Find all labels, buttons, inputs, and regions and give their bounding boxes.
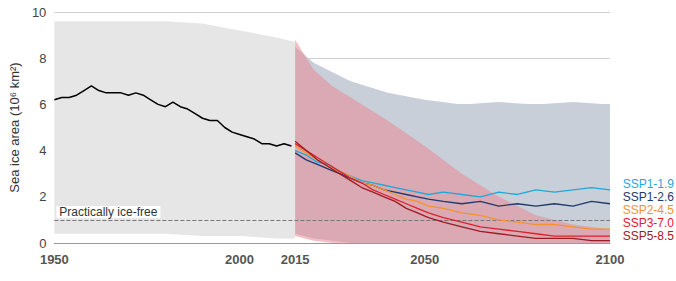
svg-text:2000: 2000	[225, 252, 254, 267]
svg-text:10: 10	[32, 5, 46, 20]
svg-text:4: 4	[39, 143, 46, 158]
svg-text:Practically ice-free: Practically ice-free	[59, 205, 157, 219]
svg-text:6: 6	[39, 97, 46, 112]
svg-text:SSP3-7.0: SSP3-7.0	[623, 216, 675, 230]
svg-text:SSP2-4.5: SSP2-4.5	[623, 203, 675, 217]
svg-text:Sea ice area (10⁶ km²): Sea ice area (10⁶ km²)	[7, 62, 22, 192]
svg-text:SSP1-2.6: SSP1-2.6	[623, 190, 675, 204]
svg-text:2100: 2100	[596, 252, 625, 267]
svg-text:2050: 2050	[410, 252, 439, 267]
svg-text:2015: 2015	[281, 252, 310, 267]
svg-text:0: 0	[39, 236, 46, 251]
svg-text:2: 2	[39, 189, 46, 204]
svg-text:SSP1-1.9: SSP1-1.9	[623, 177, 675, 191]
svg-text:1950: 1950	[40, 252, 69, 267]
svg-text:SSP5-8.5: SSP5-8.5	[623, 229, 675, 243]
svg-text:8: 8	[39, 51, 46, 66]
